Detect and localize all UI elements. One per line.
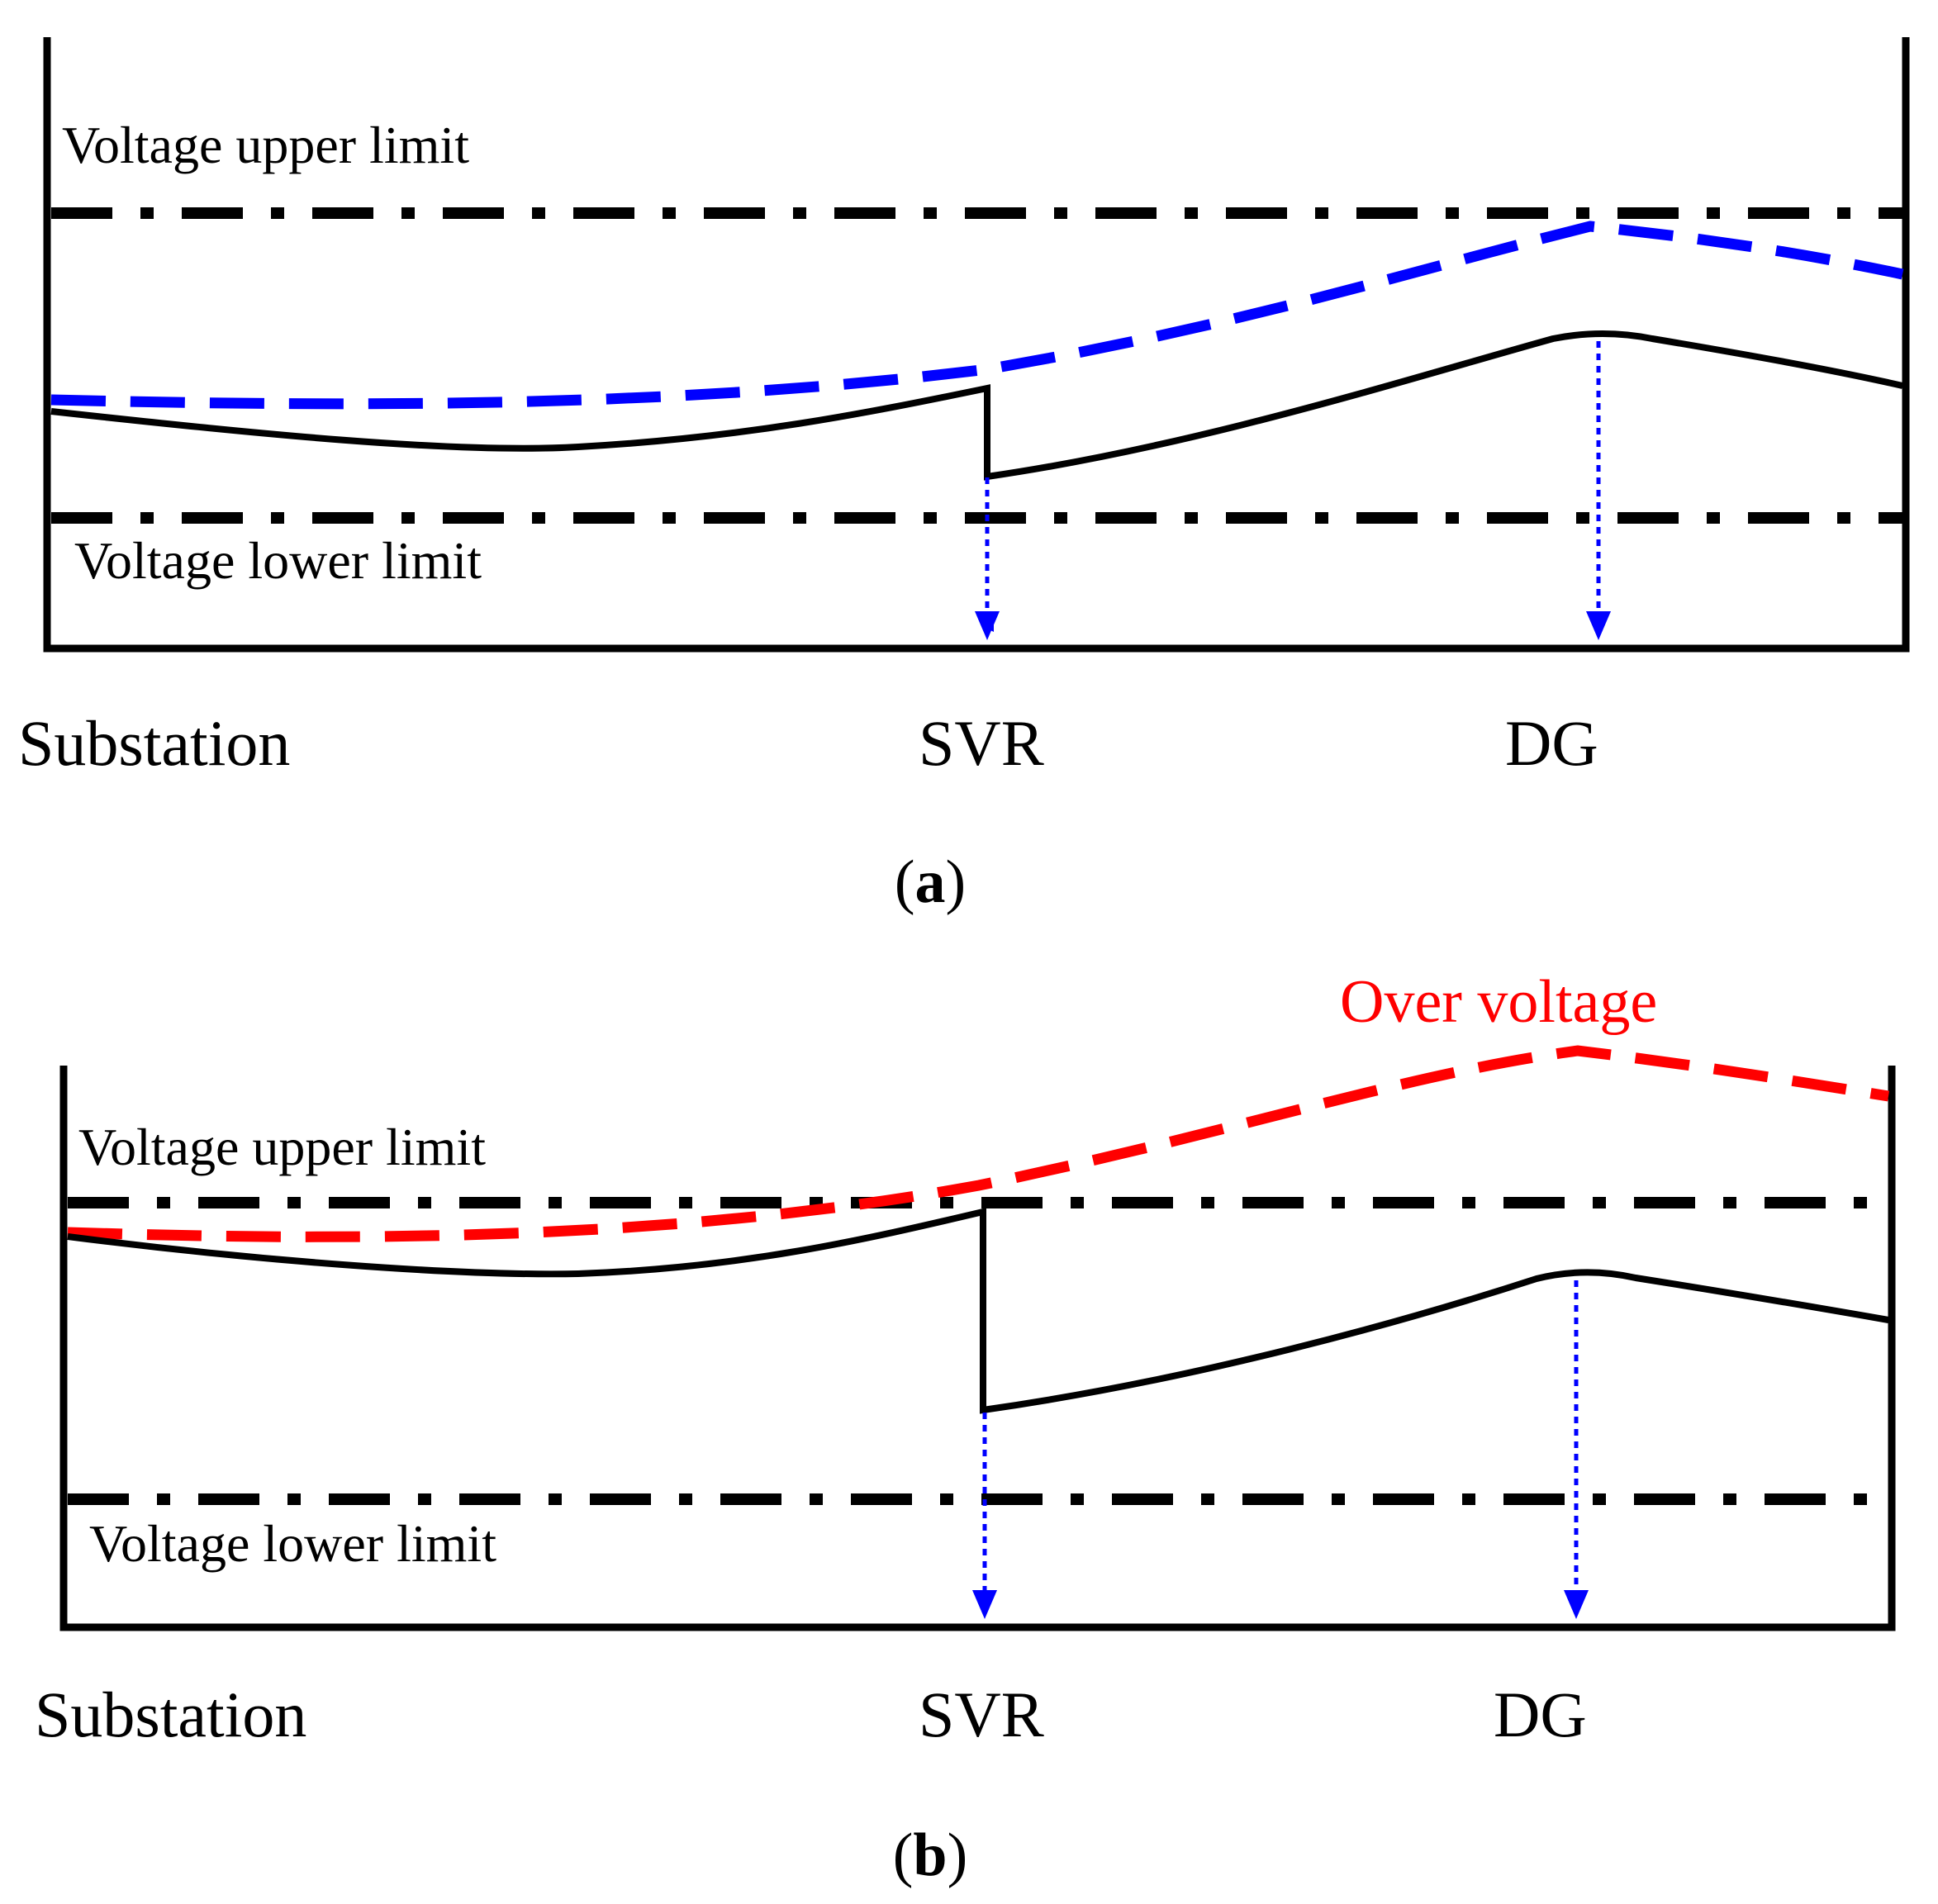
panel-b-caption: (b) [893, 1821, 967, 1889]
panel-a-substation-label: Substation [18, 707, 290, 779]
panel-a-dg-label: DG [1505, 707, 1598, 779]
panel-a-svr-label: SVR [919, 707, 1044, 779]
panel-b-svr-arrowhead [972, 1590, 997, 1619]
panel-a-profile-without-svr [50, 221, 1904, 410]
panel-b: Over voltage Voltage upper limit Voltage… [35, 968, 1896, 1889]
panel-a-profile-with-svr [50, 330, 1903, 481]
panel-a-svr-arrowhead [975, 611, 1000, 640]
panel-a-lower-limit-label: Voltage lower limit [74, 531, 482, 590]
panel-b-dg-label: DG [1494, 1678, 1587, 1750]
panel-a-caption-letter: a [915, 848, 946, 916]
panel-a-caption-close: ) [946, 848, 967, 916]
panel-b-profile-with-svr [67, 1207, 1889, 1414]
panel-b-dg-arrowhead [1564, 1590, 1589, 1619]
panel-a-upper-limit-label: Voltage upper limit [62, 116, 469, 174]
panel-b-substation-label: Substation [35, 1678, 306, 1750]
panel-a-frame [43, 37, 1910, 653]
panel-b-caption-letter: b [913, 1821, 947, 1889]
panel-a-caption-open: ( [895, 848, 915, 916]
panel-a-dg-arrowhead [1586, 611, 1611, 640]
panel-b-upper-limit-label: Voltage upper limit [78, 1118, 486, 1176]
panel-b-caption-open: ( [893, 1821, 914, 1889]
panel-b-lower-limit-label: Voltage lower limit [89, 1514, 496, 1573]
panel-a-caption: (a) [895, 848, 966, 916]
panel-b-svr-label: SVR [919, 1678, 1044, 1750]
panel-b-over-voltage-profile [67, 1045, 1890, 1242]
panel-b-caption-close: ) [948, 1821, 968, 1889]
panel-b-frame [59, 1066, 1896, 1631]
panel-b-over-voltage-label: Over voltage [1340, 968, 1657, 1036]
panel-a: Voltage upper limit Voltage lower limit … [18, 37, 1910, 916]
